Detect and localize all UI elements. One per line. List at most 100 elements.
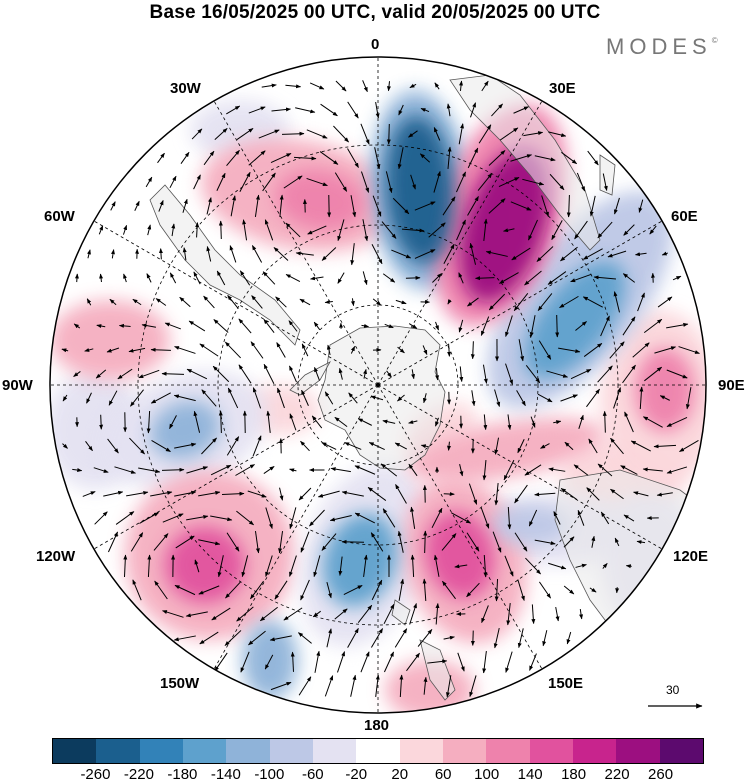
wind-arrow [518, 339, 525, 362]
wind-arrow [614, 537, 620, 547]
wind-arrow [672, 275, 682, 281]
anomaly-cell [165, 527, 245, 603]
wind-arrow [217, 555, 224, 578]
wind-arrow [482, 460, 487, 481]
wind-arrow [289, 507, 297, 530]
wind-arrow [227, 387, 239, 409]
wind-arrow [503, 459, 515, 481]
wind-arrow [458, 123, 464, 145]
wind-arrow [589, 195, 596, 217]
wind-arrow [537, 393, 553, 403]
wind-arrow [467, 196, 479, 216]
wind-arrow [507, 506, 512, 530]
wind-arrow [483, 218, 488, 241]
wind-arrow [161, 371, 185, 376]
wind-arrow [326, 344, 331, 356]
wind-arrow [548, 467, 566, 472]
wind-arrow [372, 298, 382, 306]
wind-arrow [505, 651, 513, 673]
wind-arrow [300, 531, 310, 553]
wind-arrow [225, 581, 241, 599]
wind-arrow [230, 195, 237, 217]
wind-arrow [145, 176, 153, 188]
wind-arrow [517, 628, 524, 649]
wind-arrow [564, 441, 574, 451]
wind-arrow [370, 532, 384, 552]
wind-arrow [536, 246, 554, 262]
anomaly-cell [385, 116, 455, 264]
wind-arrow [632, 342, 650, 358]
wind-arrow [203, 295, 215, 309]
wind-arrow [588, 438, 598, 454]
wind-arrow [169, 272, 177, 284]
wind-arrow [546, 370, 569, 378]
wind-arrow [411, 369, 416, 380]
wind-arrow [623, 224, 635, 236]
wind-arrow [309, 509, 325, 527]
wind-arrow [276, 342, 286, 358]
wind-arrow [307, 225, 327, 235]
wind-arrow [357, 604, 373, 624]
wind-arrow [198, 539, 221, 546]
wind-arrow [397, 394, 405, 402]
wind-arrow [94, 511, 108, 525]
colorbar-segment [486, 739, 530, 763]
wind-arrow [210, 515, 233, 522]
wind-arrow [270, 681, 292, 691]
wind-arrow [386, 123, 391, 145]
wind-arrow [123, 554, 128, 578]
wind-arrow [82, 491, 96, 497]
wind-arrow [224, 630, 242, 646]
wind-arrow [417, 629, 433, 647]
wind-arrow [523, 131, 544, 137]
wind-arrow [199, 631, 219, 645]
wind-arrow [471, 390, 476, 407]
wind-arrow [469, 242, 477, 265]
wind-arrow [447, 343, 452, 357]
colorbar-segment [399, 739, 443, 763]
wind-arrow [185, 611, 208, 618]
wind-arrow [74, 273, 79, 283]
wind-arrow [191, 128, 203, 140]
wind-arrow [164, 322, 181, 330]
wind-arrow [320, 103, 338, 117]
wind-arrow [410, 506, 416, 529]
wind-arrow [84, 348, 94, 352]
wind-arrow [193, 410, 201, 433]
wind-arrow [238, 318, 252, 334]
wind-arrow [279, 487, 284, 501]
wind-arrow [289, 413, 297, 431]
wind-arrow [198, 585, 220, 595]
colorbar-segment [53, 739, 97, 763]
wind-arrow [666, 466, 688, 474]
wind-arrow [321, 533, 337, 551]
wind-arrow [409, 603, 417, 625]
wind-arrow [538, 340, 552, 360]
wind-arrow [422, 345, 428, 356]
wind-arrow [334, 172, 348, 192]
wind-arrow [566, 194, 571, 218]
wind-arrow [481, 605, 489, 624]
landmass [149, 184, 301, 346]
wind-arrow [541, 195, 549, 217]
wind-arrow [264, 654, 274, 670]
wind-arrow [279, 194, 284, 217]
wind-arrow [132, 579, 142, 601]
anomaly-cell [459, 147, 551, 303]
wind-arrow [273, 247, 289, 261]
wind-arrow [150, 490, 173, 497]
wind-arrow [406, 652, 420, 672]
wind-arrow [678, 346, 700, 354]
wind-arrow [661, 251, 668, 256]
lon-label-180: 180 [364, 717, 390, 734]
wind-arrow [343, 585, 363, 595]
wind-arrow [470, 341, 475, 360]
wind-arrow [118, 323, 131, 328]
colorbar-segment [659, 739, 703, 763]
wind-arrow [480, 507, 490, 529]
wind-arrow [642, 416, 663, 428]
wind-arrow [169, 415, 177, 430]
wind-arrow [634, 252, 647, 257]
wind-arrow [309, 82, 325, 90]
lon-label-120e: 120E [673, 548, 709, 565]
